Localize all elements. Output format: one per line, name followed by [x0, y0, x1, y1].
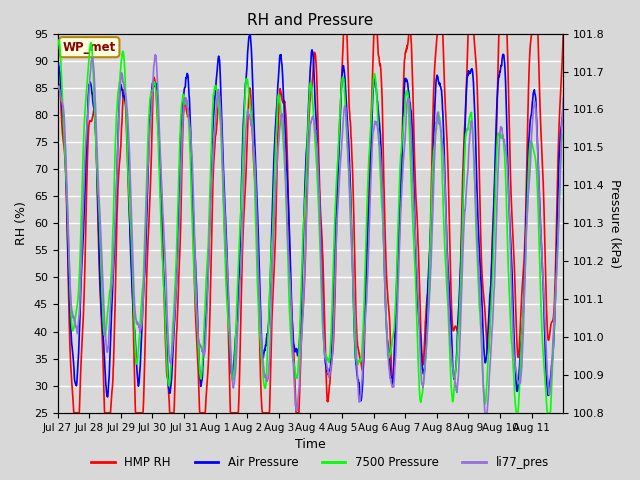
HMP RH — [545, 336, 553, 342]
HMP RH — [287, 273, 294, 279]
7500 Pressure — [452, 365, 460, 371]
7500 Pressure — [287, 324, 294, 329]
li77_pres — [54, 85, 61, 91]
li77_pres — [452, 384, 460, 390]
Air Pressure — [545, 391, 553, 396]
HMP RH — [559, 31, 567, 36]
li77_pres — [545, 391, 553, 397]
Line: 7500 Pressure: 7500 Pressure — [58, 40, 563, 413]
li77_pres — [300, 293, 308, 299]
7500 Pressure — [545, 410, 553, 416]
HMP RH — [80, 306, 88, 312]
Air Pressure — [356, 398, 364, 404]
Legend: HMP RH, Air Pressure, 7500 Pressure, li77_pres: HMP RH, Air Pressure, 7500 Pressure, li7… — [86, 452, 554, 474]
HMP RH — [545, 337, 552, 343]
li77_pres — [152, 52, 159, 58]
Air Pressure — [545, 389, 552, 395]
7500 Pressure — [300, 219, 308, 225]
li77_pres — [545, 391, 552, 396]
7500 Pressure — [559, 132, 567, 138]
li77_pres — [287, 282, 294, 288]
Text: WP_met: WP_met — [63, 41, 116, 54]
7500 Pressure — [545, 410, 552, 416]
Air Pressure — [246, 31, 253, 36]
Air Pressure — [287, 257, 294, 263]
li77_pres — [79, 198, 87, 204]
Line: li77_pres: li77_pres — [58, 55, 563, 413]
HMP RH — [300, 295, 308, 301]
HMP RH — [340, 31, 348, 36]
Line: Air Pressure: Air Pressure — [58, 34, 563, 401]
Line: HMP RH: HMP RH — [58, 34, 563, 413]
7500 Pressure — [80, 136, 88, 142]
Y-axis label: RH (%): RH (%) — [15, 201, 28, 245]
X-axis label: Time: Time — [295, 438, 326, 451]
7500 Pressure — [54, 46, 61, 51]
li77_pres — [559, 96, 567, 101]
Air Pressure — [452, 360, 460, 365]
HMP RH — [54, 114, 61, 120]
li77_pres — [481, 410, 489, 416]
7500 Pressure — [55, 37, 63, 43]
Air Pressure — [300, 223, 308, 228]
Title: RH and Pressure: RH and Pressure — [247, 13, 374, 28]
Air Pressure — [559, 100, 567, 106]
Air Pressure — [54, 64, 61, 70]
HMP RH — [452, 324, 460, 330]
HMP RH — [70, 410, 77, 416]
Air Pressure — [79, 230, 87, 236]
7500 Pressure — [513, 410, 520, 416]
Y-axis label: Pressure (kPa): Pressure (kPa) — [609, 179, 621, 268]
